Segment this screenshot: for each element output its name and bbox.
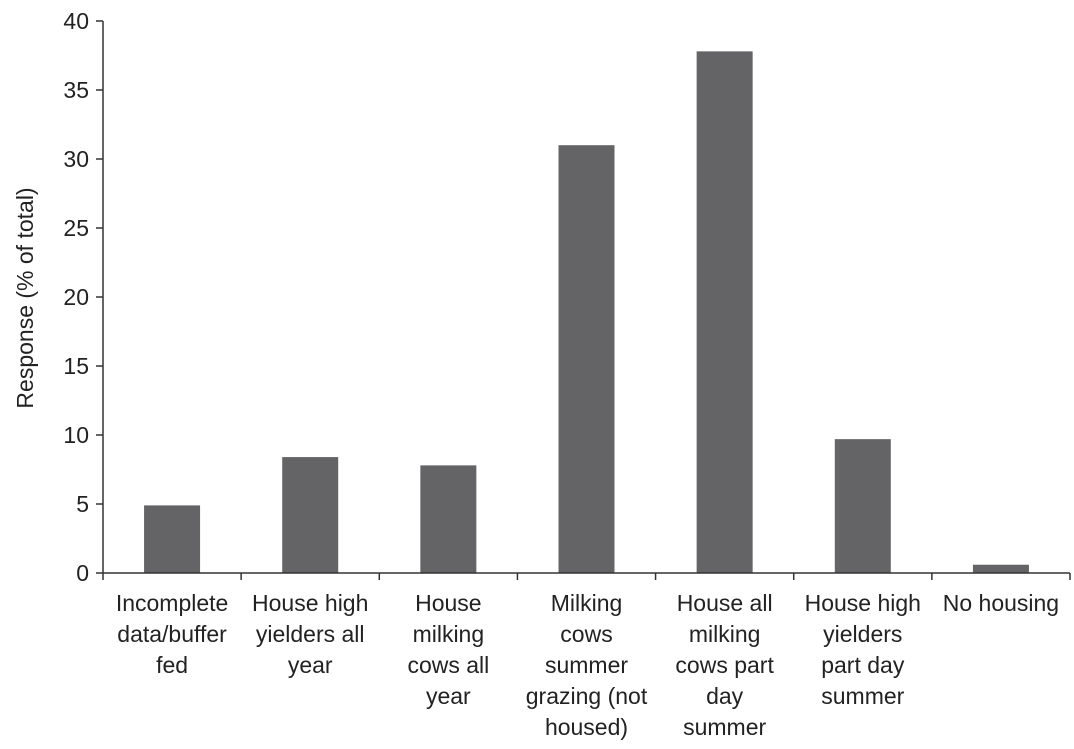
y-axis-title: Response (% of total) — [12, 187, 38, 408]
x-tick-label-line: milking — [413, 621, 485, 647]
x-tick-label: House high yielders part day summer — [805, 590, 921, 709]
x-tick-label-line: data/buffer — [117, 621, 227, 647]
bar — [420, 465, 477, 573]
bar — [558, 145, 615, 573]
x-tick-label: No housing — [943, 590, 1059, 616]
x-tick-label-line: day — [706, 683, 744, 709]
x-tick-label-line: yielders all — [256, 621, 365, 647]
x-tick-label-line: cows part — [675, 652, 774, 678]
y-tick-label: 10 — [63, 422, 89, 448]
x-tick-label-line: Milking — [551, 590, 623, 616]
x-tick-label: Milking cows summer grazing (not housed) — [526, 590, 648, 740]
x-tick-label-line: House high — [252, 590, 368, 616]
y-tick-label: 20 — [63, 284, 89, 310]
y-tick-label: 0 — [76, 560, 89, 586]
x-axis-labels: Incomplete data/buffer fed House high yielde… — [116, 590, 1059, 740]
bar — [972, 564, 1029, 573]
x-tick-label-line: cows all — [407, 652, 489, 678]
x-tick-label-line: House high — [805, 590, 921, 616]
x-tick-label-line: grazing (not — [526, 683, 648, 709]
y-axis-ticks: 0 5 10 15 20 25 30 35 40 — [63, 8, 103, 586]
y-tick-label: 5 — [76, 491, 89, 517]
x-tick-label-line: No housing — [943, 590, 1059, 616]
x-tick-label: House high yielders all year — [252, 590, 368, 678]
x-tick-label-line: milking — [689, 621, 761, 647]
x-tick-label-line: fed — [156, 652, 188, 678]
bar — [834, 439, 891, 573]
x-tick-label-line: summer — [545, 652, 628, 678]
x-tick-label: House all milking cows part day summer — [675, 590, 774, 740]
x-tick-label-line: House all — [677, 590, 773, 616]
x-tick-label-line: year — [288, 652, 333, 678]
bar — [696, 51, 753, 574]
x-tick-label-line: year — [426, 683, 471, 709]
x-tick-label-line: House — [415, 590, 481, 616]
x-tick-label-line: part day — [821, 652, 905, 678]
x-tick-label-line: yielders — [823, 621, 902, 647]
x-tick-label-line: Incomplete — [116, 590, 229, 616]
x-tick-label-line: housed) — [545, 714, 628, 740]
bar — [144, 505, 201, 573]
y-tick-label: 25 — [63, 215, 89, 241]
x-tick-label: Incomplete data/buffer fed — [116, 590, 229, 678]
x-axis-ticks — [102, 573, 1071, 580]
bar — [282, 457, 339, 573]
x-tick-label-line: summer — [821, 683, 904, 709]
x-tick-label-line: cows — [560, 621, 612, 647]
x-tick-label-line: summer — [683, 714, 766, 740]
y-tick-label: 35 — [63, 77, 89, 103]
bars — [144, 51, 1029, 574]
x-tick-label: House milking cows all year — [407, 590, 489, 709]
y-tick-label: 30 — [63, 146, 89, 172]
y-tick-label: 40 — [63, 8, 89, 34]
y-tick-label: 15 — [63, 353, 89, 379]
